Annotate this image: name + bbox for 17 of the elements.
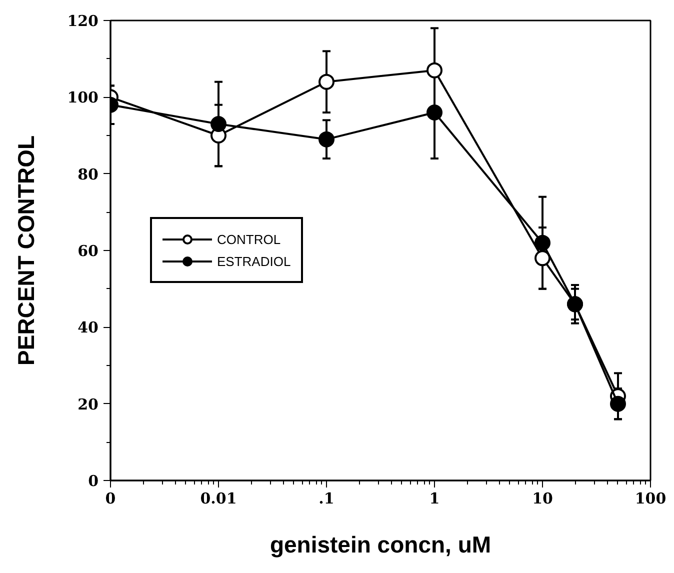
y-tick-label: 100	[67, 88, 98, 107]
y-tick-label: 120	[67, 12, 98, 30]
legend-label: ESTRADIOL	[217, 254, 291, 268]
y-tick-label: 20	[78, 395, 98, 414]
y-axis-title: PERCENT CONTROL	[13, 136, 40, 366]
y-tick-label: 40	[78, 318, 98, 337]
x-tick-label: 0	[105, 490, 116, 508]
x-tick-label: 10	[532, 490, 553, 508]
y-tick-label: 60	[78, 242, 98, 260]
x-axis-title: genistein concn, uM	[270, 532, 492, 558]
y-tick-label: 80	[78, 165, 98, 184]
x-tick-label: .1	[318, 490, 334, 508]
x-tick-label: 0.01	[200, 490, 237, 508]
y-tick-label: 0	[88, 472, 98, 490]
legend-label: CONTROL	[217, 232, 281, 246]
x-tick-label: 100	[634, 490, 666, 508]
x-tick-label: 1	[429, 490, 440, 508]
